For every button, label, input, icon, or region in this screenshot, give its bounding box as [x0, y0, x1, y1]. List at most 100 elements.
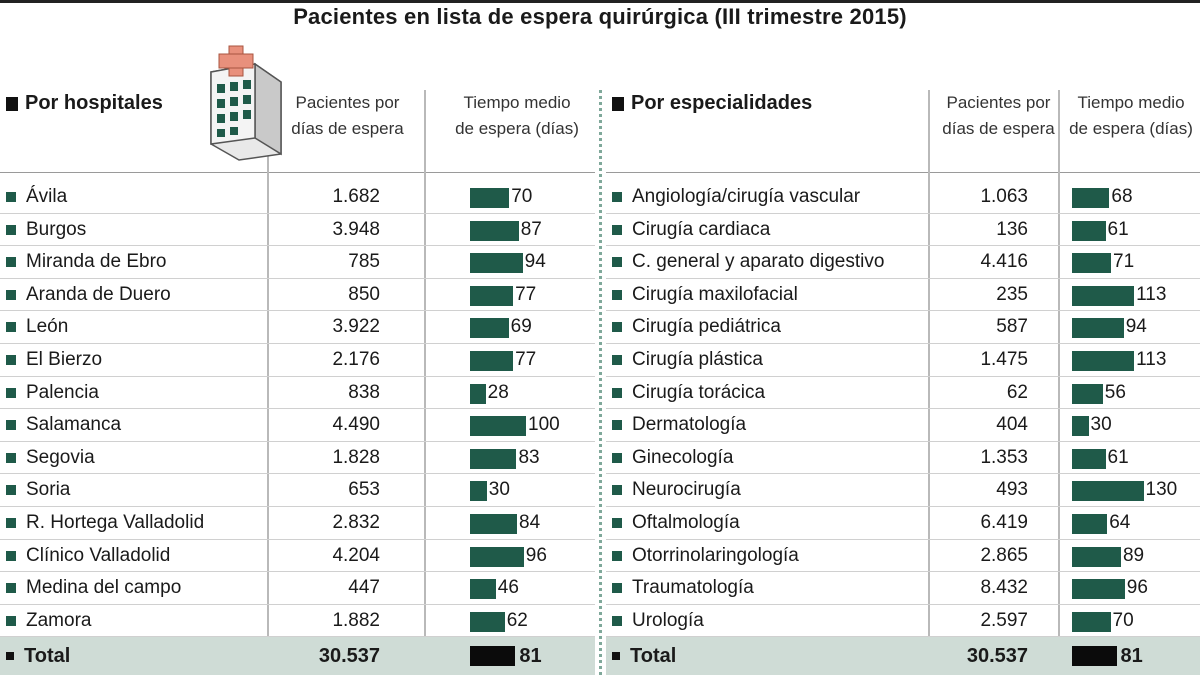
table-row: Dermatología 404 30 — [606, 409, 1200, 442]
wait-value: 61 — [1107, 446, 1129, 468]
bullet-square-icon — [612, 354, 622, 365]
row-label: Urología — [612, 605, 704, 637]
wait-bar — [1072, 513, 1108, 534]
row-label: Oftalmología — [612, 507, 740, 539]
total-patients-value: 30.537 — [966, 645, 1028, 667]
table-row: R. Hortega Valladolid 2.832 84 — [0, 507, 595, 540]
bullet-square-icon — [612, 517, 622, 528]
wait-bar — [470, 481, 487, 502]
wait-value: 62 — [506, 609, 528, 631]
row-name: Aranda de Duero — [26, 283, 171, 305]
panel-divider — [599, 90, 602, 675]
row-label: Burgos — [6, 214, 86, 246]
row-label: Otorrinolaringología — [612, 540, 799, 572]
wait-bar — [1072, 220, 1106, 241]
bullet-square-icon — [612, 322, 622, 333]
table-row: Oftalmología 6.419 64 — [606, 507, 1200, 540]
wait-bar — [470, 416, 526, 437]
column-divider — [424, 90, 426, 675]
table-row: Cirugía plástica 1.475 113 — [606, 344, 1200, 377]
wait-value: 83 — [518, 446, 540, 468]
patients-value: 653 — [348, 479, 380, 501]
wait-value: 68 — [1111, 186, 1133, 207]
row-label: Miranda de Ebro — [6, 246, 166, 278]
wait-value: 113 — [1136, 348, 1167, 370]
row-name: Cirugía plástica — [632, 348, 763, 370]
wait-value: 89 — [1122, 544, 1145, 566]
bullet-square-icon — [6, 224, 16, 235]
wait-bar — [470, 579, 496, 600]
bullet-square-icon — [6, 322, 16, 333]
bullet-square-icon — [612, 257, 622, 268]
row-name: Ginecología — [632, 446, 734, 468]
table-row: Segovia 1.828 83 — [0, 442, 595, 475]
wait-value: 96 — [1126, 577, 1148, 599]
hospitals-table: Por hospitales Pacientes por días de esp… — [0, 45, 595, 675]
patients-value: 785 — [348, 251, 380, 273]
row-name: Oftalmología — [632, 511, 740, 533]
wait-value: 64 — [1109, 511, 1131, 533]
row-label: Zamora — [6, 605, 91, 637]
table-row: Ginecología 1.353 61 — [606, 442, 1200, 475]
bullet-square-icon — [6, 583, 16, 594]
bullet-square-icon — [6, 550, 16, 561]
wait-bar — [470, 513, 518, 534]
table-row: Miranda de Ebro 785 94 — [0, 246, 595, 279]
bullet-square-icon — [6, 485, 16, 496]
bullet-square-icon — [612, 550, 622, 561]
row-name: Clínico Valladolid — [26, 544, 171, 566]
row-name: Otorrinolaringología — [632, 544, 799, 566]
row-name: R. Hortega Valladolid — [26, 511, 205, 533]
wait-bar — [470, 383, 486, 404]
row-label: C. general y aparato digestivo — [612, 246, 884, 278]
row-label: R. Hortega Valladolid — [6, 507, 204, 539]
row-label: Dermatología — [612, 409, 746, 441]
bullet-square-icon — [6, 354, 16, 365]
col-head-wait: Tiempo medio de espera (días) — [1069, 93, 1193, 138]
patients-value: 3.922 — [332, 316, 380, 338]
row-name: Cirugía cardiaca — [632, 218, 771, 240]
hospital-building-icon — [210, 45, 282, 161]
specialties-total-row: Total 30.537 81 — [606, 637, 1200, 675]
bullet-square-icon — [6, 257, 16, 268]
wait-value: 46 — [497, 577, 519, 599]
total-patients-value: 30.537 — [318, 645, 380, 667]
row-label: Traumatología — [612, 572, 754, 604]
wait-bar — [470, 220, 519, 241]
section-square-icon — [612, 96, 624, 111]
wait-bar — [470, 350, 514, 371]
patients-value: 1.682 — [332, 186, 380, 207]
wait-value: 100 — [528, 414, 560, 436]
patients-value: 2.865 — [980, 544, 1028, 566]
table-row: Cirugía maxilofacial 235 113 — [606, 279, 1200, 312]
row-name: Cirugía pediátrica — [632, 316, 781, 338]
row-name: León — [26, 316, 69, 338]
wait-value: 28 — [487, 381, 509, 403]
column-divider — [928, 90, 930, 675]
table-row: Traumatología 8.432 96 — [606, 572, 1200, 605]
wait-bar — [1072, 253, 1112, 274]
wait-bar — [1072, 350, 1135, 371]
patients-value: 2.832 — [332, 511, 380, 533]
table-row: El Bierzo 2.176 77 — [0, 344, 595, 377]
bullet-square-icon — [6, 652, 14, 660]
table-row: Otorrinolaringología 2.865 89 — [606, 540, 1200, 573]
total-wait-value: 81 — [1120, 645, 1143, 667]
bullet-square-icon — [612, 485, 622, 496]
row-label: Aranda de Duero — [6, 279, 171, 311]
patients-value: 2.597 — [980, 609, 1028, 631]
row-label: Angiología/cirugía vascular — [612, 181, 860, 213]
specialties-table-header: Por especialidades Pacientes por días de… — [606, 90, 1200, 173]
total-label: Total — [612, 637, 676, 675]
row-label: Palencia — [6, 377, 99, 409]
wait-value: 56 — [1104, 381, 1126, 403]
row-label: Cirugía maxilofacial — [612, 279, 798, 311]
bullet-square-icon — [612, 224, 622, 235]
table-row: Angiología/cirugía vascular 1.063 68 — [606, 181, 1200, 214]
row-name: Ávila — [26, 186, 68, 207]
patients-value: 850 — [348, 283, 380, 305]
table-row: Salamanca 4.490 100 — [0, 409, 595, 442]
total-label: Total — [6, 637, 70, 675]
column-divider — [1058, 90, 1060, 675]
patients-value: 2.176 — [332, 348, 380, 370]
